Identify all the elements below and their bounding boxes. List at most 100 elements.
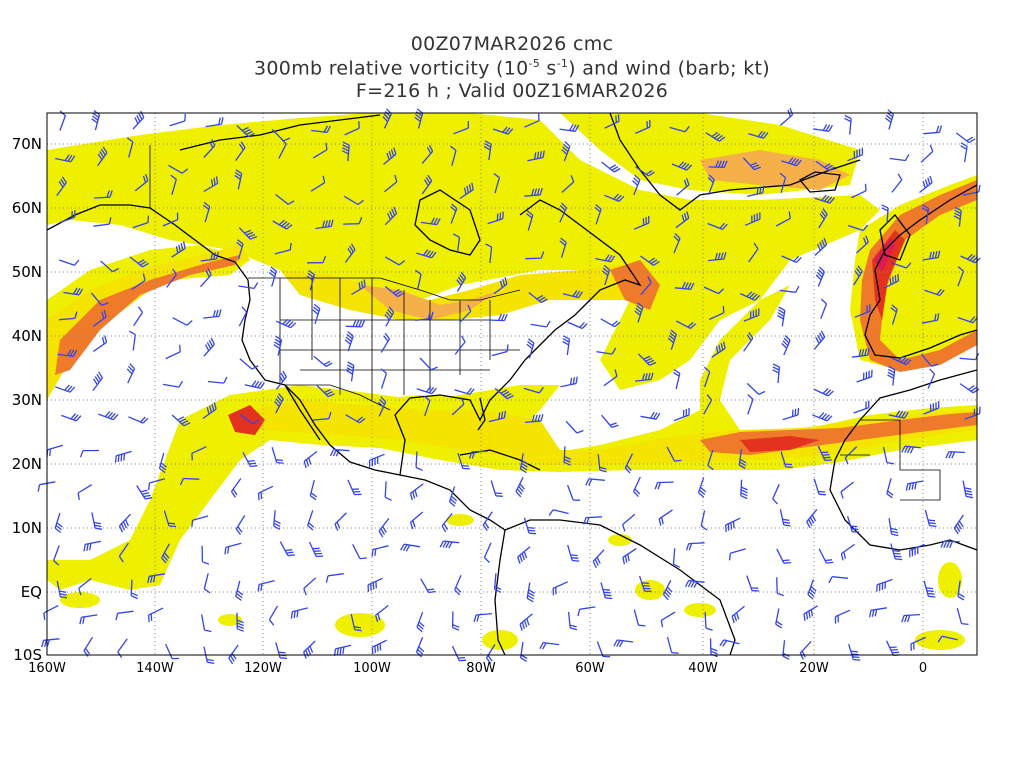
wind-barb xyxy=(384,481,392,501)
wind-barb xyxy=(923,401,940,415)
vorticity-core-pacific xyxy=(55,255,240,375)
wind-barb xyxy=(601,161,621,173)
wind-barb xyxy=(128,416,149,424)
wind-barb xyxy=(601,414,619,429)
wind-barb xyxy=(130,579,138,600)
wind-barb xyxy=(203,337,215,357)
wind-barb xyxy=(624,453,634,474)
wind-barb xyxy=(851,348,870,358)
wind-barb xyxy=(91,109,101,131)
wind-barb xyxy=(776,548,791,564)
wind-barb xyxy=(303,640,316,659)
lon-label: 100W xyxy=(353,661,391,676)
wind-barb xyxy=(482,511,493,531)
wind-barb xyxy=(703,286,725,295)
wind-barb xyxy=(775,211,791,227)
coast-baja xyxy=(284,384,321,441)
wind-barb xyxy=(697,477,707,498)
wind-barb xyxy=(746,575,760,592)
wind-barb xyxy=(374,604,389,623)
wind-barb xyxy=(834,609,851,624)
wind-barb xyxy=(415,311,434,322)
wind-barb xyxy=(526,582,535,603)
wind-barb xyxy=(567,544,580,562)
wind-barb xyxy=(633,476,641,498)
wind-barb xyxy=(519,453,529,474)
vorticity-band-subtropical xyxy=(250,400,977,465)
wind-barb xyxy=(962,480,974,499)
wind-barb xyxy=(90,292,109,306)
wind-barb xyxy=(235,141,246,161)
wind-barb xyxy=(886,640,901,656)
wind-barb xyxy=(420,578,436,594)
wind-barb xyxy=(962,184,981,196)
wind-barb xyxy=(901,445,921,454)
wind-barb xyxy=(844,114,852,135)
wind-barb xyxy=(889,154,910,162)
wind-barb xyxy=(128,330,136,351)
wind-barb xyxy=(416,385,437,395)
wind-barb xyxy=(59,110,67,131)
wind-barb xyxy=(708,305,725,321)
wind-barb xyxy=(782,407,800,421)
wind-barb xyxy=(271,447,284,464)
wind-barb xyxy=(273,335,283,356)
wind-barb xyxy=(780,451,793,469)
wind-barb xyxy=(853,400,870,414)
wind-barb xyxy=(453,121,469,135)
wind-barb xyxy=(290,607,308,619)
wind-barb xyxy=(493,172,501,194)
wind-barb xyxy=(632,174,641,196)
wind-barb xyxy=(654,481,674,490)
wind-barb xyxy=(308,541,324,558)
wind-barb xyxy=(876,578,893,592)
wind-barb xyxy=(312,142,328,159)
border-us-canada xyxy=(248,277,521,301)
wind-barb xyxy=(201,545,210,565)
wind-barb xyxy=(818,548,834,564)
wind-barb xyxy=(856,369,873,383)
wind-barb xyxy=(329,448,350,457)
wind-barb xyxy=(384,285,405,298)
wind-barb xyxy=(136,485,153,500)
wind-barb xyxy=(92,371,103,391)
wind-barb xyxy=(378,518,390,538)
wind-barb xyxy=(191,515,209,528)
wind-barb xyxy=(806,508,818,529)
wind-barb xyxy=(685,542,705,551)
wind-barb xyxy=(383,147,397,165)
wind-barb xyxy=(344,121,360,136)
wind-barb xyxy=(450,145,457,166)
wind-barb xyxy=(162,380,184,388)
wind-barb xyxy=(956,608,969,626)
wind-barb xyxy=(158,452,167,474)
wind-barb xyxy=(707,222,728,231)
wind-barb xyxy=(203,309,222,319)
wind-barb xyxy=(960,142,968,163)
wind-barb xyxy=(851,183,867,199)
wind-barb xyxy=(343,216,363,225)
wind-barb xyxy=(457,453,470,470)
wind-barb xyxy=(603,193,625,202)
wind-barb xyxy=(368,453,385,468)
wind-barb xyxy=(168,164,189,174)
wind-barb xyxy=(603,369,618,387)
wind-barb xyxy=(905,480,924,491)
lat-label: 70N xyxy=(12,135,42,153)
wind-barb xyxy=(341,141,350,162)
wind-barb xyxy=(147,573,166,584)
wind-barb xyxy=(207,376,228,384)
wind-barb xyxy=(776,577,785,597)
chart-title-variable: 300mb relative vorticity (10-5 s-1) and … xyxy=(0,57,1024,79)
wind-barb xyxy=(147,607,164,623)
wind-barb xyxy=(844,446,858,465)
wind-barb xyxy=(273,510,281,530)
wind-barb xyxy=(238,282,259,290)
wind-barb xyxy=(600,582,613,600)
wind-barb xyxy=(490,480,503,497)
wind-barb xyxy=(202,201,211,223)
wind-barb xyxy=(887,365,896,386)
wind-barb xyxy=(923,580,936,598)
wind-barb xyxy=(957,580,965,601)
wind-barb xyxy=(100,260,120,273)
